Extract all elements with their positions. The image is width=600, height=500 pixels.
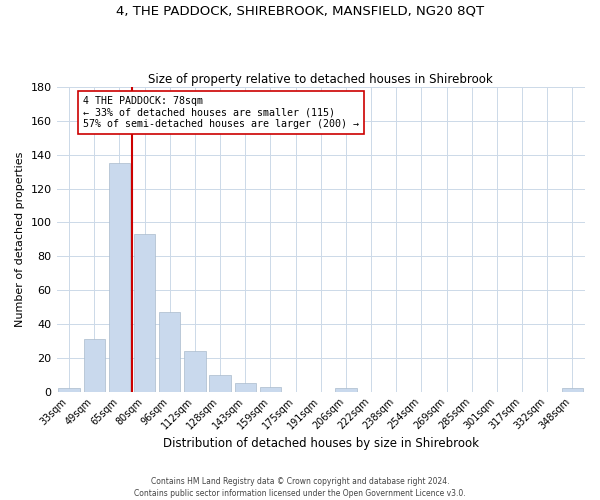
Title: Size of property relative to detached houses in Shirebrook: Size of property relative to detached ho… [148,73,493,86]
Y-axis label: Number of detached properties: Number of detached properties [15,152,25,327]
Text: 4 THE PADDOCK: 78sqm
← 33% of detached houses are smaller (115)
57% of semi-deta: 4 THE PADDOCK: 78sqm ← 33% of detached h… [83,96,359,130]
Text: Contains HM Land Registry data © Crown copyright and database right 2024.
Contai: Contains HM Land Registry data © Crown c… [134,476,466,498]
Bar [235,383,256,392]
Bar [335,388,356,392]
Bar [260,386,281,392]
X-axis label: Distribution of detached houses by size in Shirebrook: Distribution of detached houses by size … [163,437,479,450]
Bar [159,312,181,392]
Text: 4, THE PADDOCK, SHIREBROOK, MANSFIELD, NG20 8QT: 4, THE PADDOCK, SHIREBROOK, MANSFIELD, N… [116,5,484,18]
Bar [83,339,105,392]
Bar [562,388,583,392]
Bar [209,374,231,392]
Bar [58,388,80,392]
Bar [109,164,130,392]
Bar [184,351,206,392]
Bar [134,234,155,392]
